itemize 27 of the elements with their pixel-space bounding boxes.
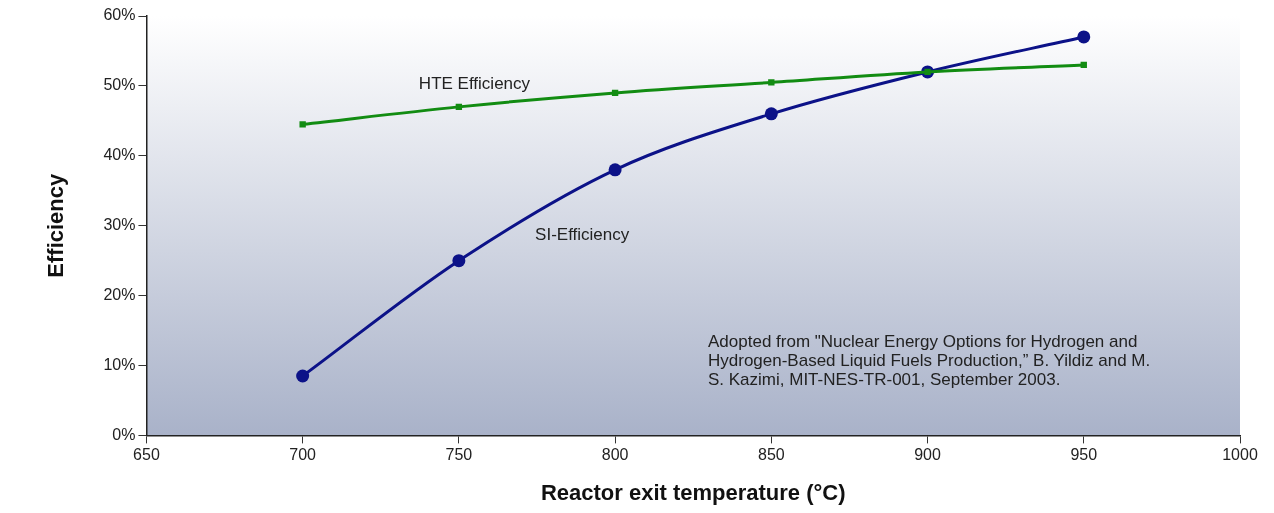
y-tick-label: 10% — [103, 355, 136, 373]
annotation: Adopted from "Nuclear Energy Options for Hydrogen and Hydrogen-Based Liquid Fuels Production,” B. Yildiz and M. S. Kazimi, MIT-NES-TR-001, September 2003. — [708, 332, 1152, 389]
x-tick-label: 950 — [1070, 446, 1098, 464]
x-tick-label: 1000 — [1222, 446, 1258, 464]
x-tick-label: 800 — [601, 446, 629, 464]
y-tick-label: 30% — [103, 216, 136, 234]
point — [608, 163, 622, 177]
y-tick-label: 40% — [103, 146, 136, 164]
y-axis-title: Efficiency — [43, 172, 69, 278]
point — [1077, 30, 1091, 44]
x-tick-label: 850 — [757, 446, 785, 464]
y-tick-label: 0% — [112, 425, 136, 443]
y-tick-label: 60% — [103, 6, 136, 24]
series-label: SI-Efficiency — [535, 224, 630, 244]
x-axis-title: Reactor exit temperature (°C) — [540, 479, 846, 505]
series-label: HTE Efficiency — [418, 73, 531, 93]
x-tick-label: 750 — [445, 446, 473, 464]
point — [768, 79, 775, 86]
point — [299, 121, 306, 128]
x-tick-label: 900 — [914, 446, 941, 464]
x-tick-label: 650 — [133, 446, 160, 464]
point — [452, 254, 466, 268]
y-tick-label: 50% — [103, 76, 136, 94]
y-tick-label: 20% — [103, 286, 136, 304]
x-tick-label: 700 — [289, 446, 317, 464]
point — [296, 369, 310, 383]
point — [764, 107, 778, 121]
